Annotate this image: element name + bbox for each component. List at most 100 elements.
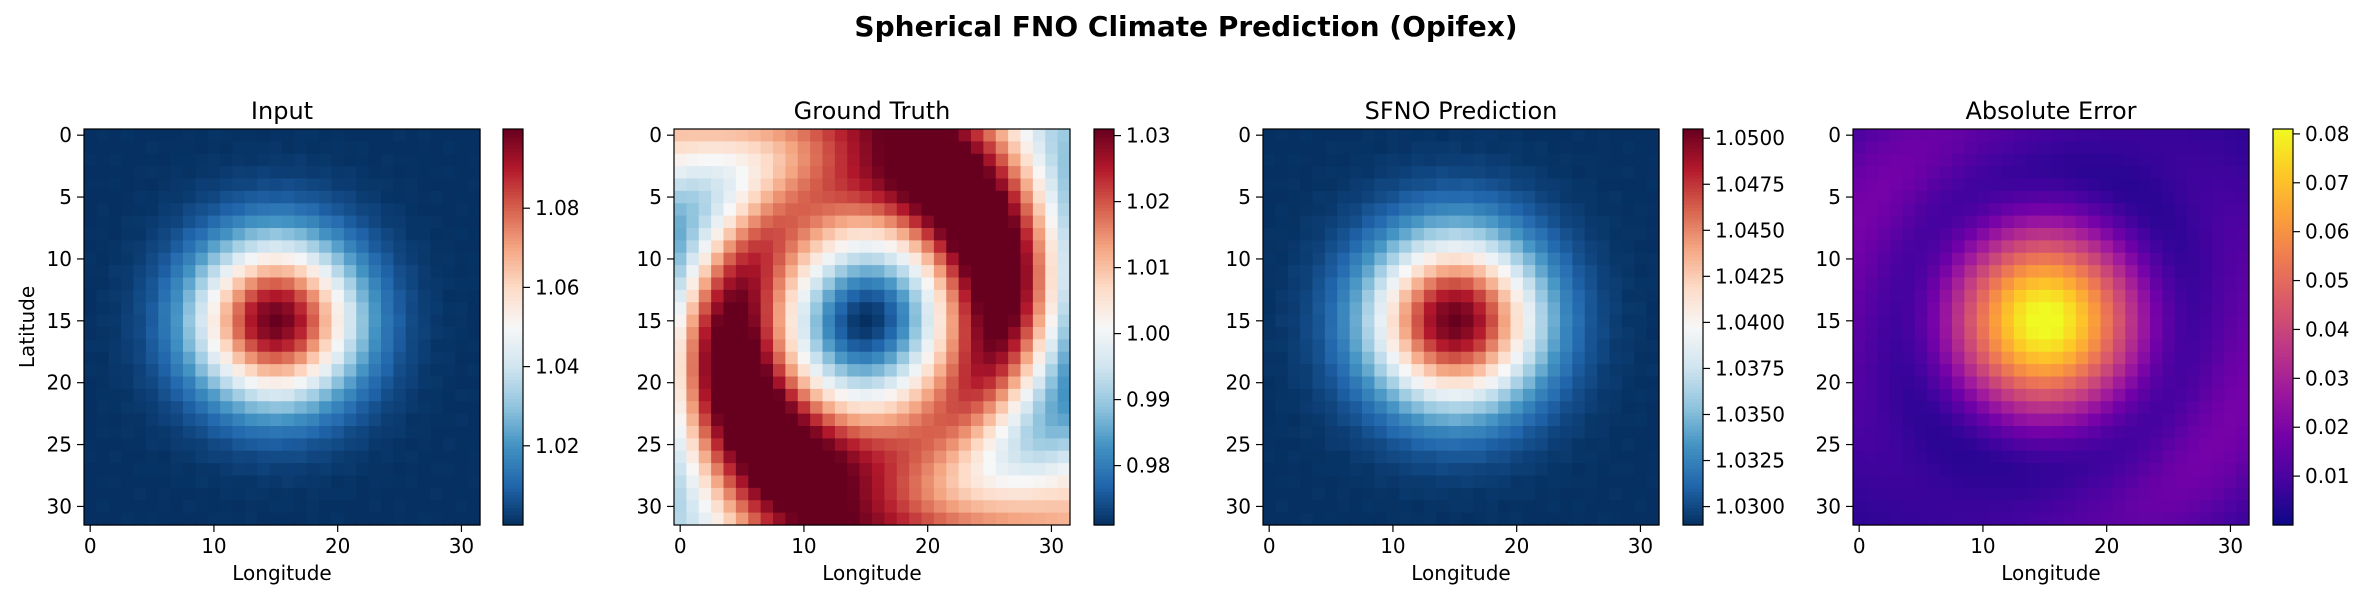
heatmap-cell [381, 364, 394, 378]
heatmap-cell [2001, 463, 2015, 477]
heatmap-cell [2236, 388, 2250, 402]
colorbar-segment [2273, 257, 2293, 262]
heatmap-cell [896, 166, 910, 180]
heatmap-cell [306, 190, 320, 204]
heatmap-cell [442, 339, 456, 353]
heatmap-cell [2125, 190, 2139, 204]
heatmap-cell [418, 426, 432, 439]
heatmap-cell [2150, 215, 2163, 229]
heatmap-cell [343, 141, 357, 155]
heatmap-cell [294, 240, 308, 254]
heatmap-cell [170, 450, 184, 464]
heatmap-cell [244, 475, 258, 489]
heatmap-cell [442, 129, 456, 142]
heatmap-cell [1032, 129, 1046, 142]
heatmap-cell [2137, 203, 2151, 217]
heatmap-cell [797, 475, 811, 489]
heatmap-cell [282, 463, 295, 477]
heatmap-cell [2137, 364, 2151, 378]
colorbar-segment [1094, 369, 1114, 374]
colorbar-segment [503, 346, 523, 351]
heatmap-cell [257, 327, 271, 340]
heatmap-cell [1522, 339, 1536, 353]
heatmap-cell [1952, 327, 1965, 340]
heatmap-cell [748, 364, 762, 378]
heatmap-cell [405, 413, 419, 427]
colorbar-segment [1683, 432, 1703, 437]
heatmap-cell [884, 203, 898, 217]
heatmap-cell [909, 438, 923, 452]
heatmap-cell [2001, 302, 2015, 316]
heatmap-cell [1436, 438, 1450, 452]
heatmap-cell [2199, 129, 2213, 142]
heatmap-cell [2051, 438, 2064, 452]
heatmap-cell [1964, 364, 1978, 378]
heatmap-cell [686, 512, 700, 526]
heatmap-cell [1436, 203, 1450, 217]
heatmap-cell [958, 178, 972, 192]
heatmap-cell [306, 265, 320, 279]
colorbar-segment [503, 350, 523, 354]
heatmap-cell [442, 463, 456, 477]
heatmap-cell [896, 364, 910, 378]
heatmap-cell [1964, 426, 1978, 439]
heatmap-cell [2199, 339, 2213, 353]
heatmap-cell [2174, 339, 2188, 353]
heatmap-cell [319, 512, 333, 526]
heatmap-cell [1853, 512, 1866, 526]
heatmap-cell [983, 426, 997, 439]
heatmap-cell [2100, 289, 2114, 303]
heatmap-cell [686, 141, 700, 155]
heatmap-cell [2112, 475, 2126, 489]
heatmap-cell [921, 190, 935, 204]
heatmap-cell [983, 129, 997, 142]
heatmap-cell [896, 438, 910, 452]
heatmap-cell [971, 475, 984, 489]
heatmap-cell [257, 252, 271, 266]
heatmap-cell [442, 401, 456, 415]
heatmap-cell [430, 438, 444, 452]
y-tick-label: 0 [1238, 123, 1251, 147]
colorbar-segment [1094, 350, 1114, 354]
heatmap-cell [108, 512, 122, 526]
colorbar-segment [2273, 330, 2293, 335]
colorbar-segment [1683, 162, 1703, 166]
heatmap-cell [145, 252, 159, 266]
heatmap-cell [872, 450, 885, 464]
heatmap-cell [2187, 364, 2201, 378]
colorbar-segment [1683, 165, 1703, 170]
heatmap-cell [1362, 364, 1375, 378]
heatmap-cell [2224, 178, 2238, 192]
colorbar-segment [2273, 501, 2293, 506]
colorbar-segment [1683, 155, 1703, 160]
heatmap-cell [1386, 512, 1400, 526]
heatmap-cell [711, 129, 725, 142]
heatmap-cell [1535, 364, 1549, 378]
heatmap-cell [1020, 475, 1034, 489]
heatmap-cell [1609, 351, 1623, 365]
heatmap-cell [1008, 487, 1022, 501]
heatmap-cell [995, 512, 1009, 526]
colorbar-tick-label: 1.03 [1126, 124, 1171, 148]
colorbar-segment [503, 518, 523, 523]
heatmap-cell [674, 166, 687, 180]
heatmap-cell [760, 314, 774, 328]
heatmap-cell [2236, 512, 2250, 526]
colorbar-segment [503, 379, 523, 384]
heatmap-cell [1865, 500, 1879, 514]
heatmap-cell [368, 426, 382, 439]
heatmap-cell [2137, 215, 2151, 229]
heatmap-cell [2150, 450, 2163, 464]
colorbar-tick-label: 0.08 [2305, 122, 2350, 146]
heatmap-cell [2112, 487, 2126, 501]
heatmap-cell [1020, 153, 1034, 167]
heatmap-cell [1275, 277, 1289, 291]
heatmap-cell [2100, 450, 2114, 464]
heatmap-cell [2162, 475, 2176, 489]
heatmap-cell [430, 500, 444, 514]
colorbar-segment [1094, 198, 1114, 203]
heatmap-cell [442, 141, 456, 155]
heatmap-cell [2100, 327, 2114, 340]
colorbar-tick-label: 0.07 [2305, 171, 2350, 195]
heatmap-cell [331, 190, 345, 204]
